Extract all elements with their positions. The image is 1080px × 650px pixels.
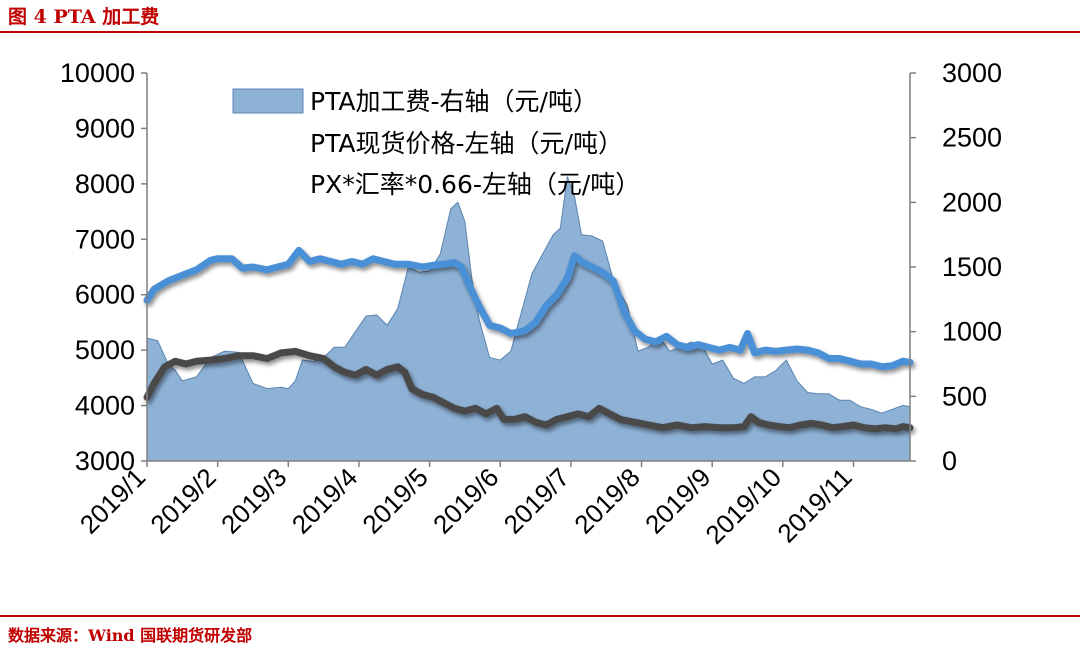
tick-label-x: 2019/11 [771,462,857,548]
tick-label-left: 8000 [75,169,135,199]
tick-label-x: 2019/4 [286,462,363,539]
series-line-pta-spot-price [143,246,914,371]
tick-label-left: 10000 [60,58,135,88]
footer-rule [0,615,1080,617]
tick-label-right: 1000 [942,317,1002,347]
tick-label-x: 2019/10 [699,462,787,550]
plot-area [143,176,914,462]
tick-label-right: 0 [942,446,957,476]
tick-label-left: 6000 [75,280,135,310]
tick-label-left: 7000 [75,224,135,254]
header-rule [0,31,1080,33]
tick-label-x: 2019/5 [356,462,433,539]
legend-label-area: PTA加工费-右轴（元/吨） [310,87,598,116]
tick-label-x: 2019/6 [427,462,504,539]
tick-label-x: 2019/7 [498,462,575,539]
tick-label-x: 2019/8 [568,462,645,539]
tick-label-left: 3000 [75,446,135,476]
tick-label-left: 4000 [75,391,135,421]
legend-label-pta: PTA现货价格-左轴（元/吨） [310,129,623,158]
legend: PTA加工费-右轴（元/吨） PTA现货价格-左轴（元/吨） PX*汇率*0.6… [232,87,640,199]
series-line-px-exchange [143,347,914,433]
tick-label-right: 3000 [942,58,1002,88]
tick-label-x: 2019/3 [215,462,292,539]
legend-swatch-area [232,88,304,114]
legend-label-px: PX*汇率*0.66-左轴（元/吨） [310,170,640,199]
tick-label-left: 9000 [75,113,135,143]
tick-label-x: 2019/2 [144,462,221,539]
tick-label-left: 5000 [75,335,135,365]
tick-label-right: 2500 [942,123,1002,153]
tick-label-right: 500 [942,381,987,411]
data-source: 数据来源：Wind 国联期货研发部 [8,626,253,645]
tick-label-right: 2000 [942,187,1002,217]
tick-label-right: 1500 [942,252,1002,282]
series-area-pta-processing-fee [146,176,911,462]
figure-title: 图 4 PTA 加工费 [8,6,160,28]
